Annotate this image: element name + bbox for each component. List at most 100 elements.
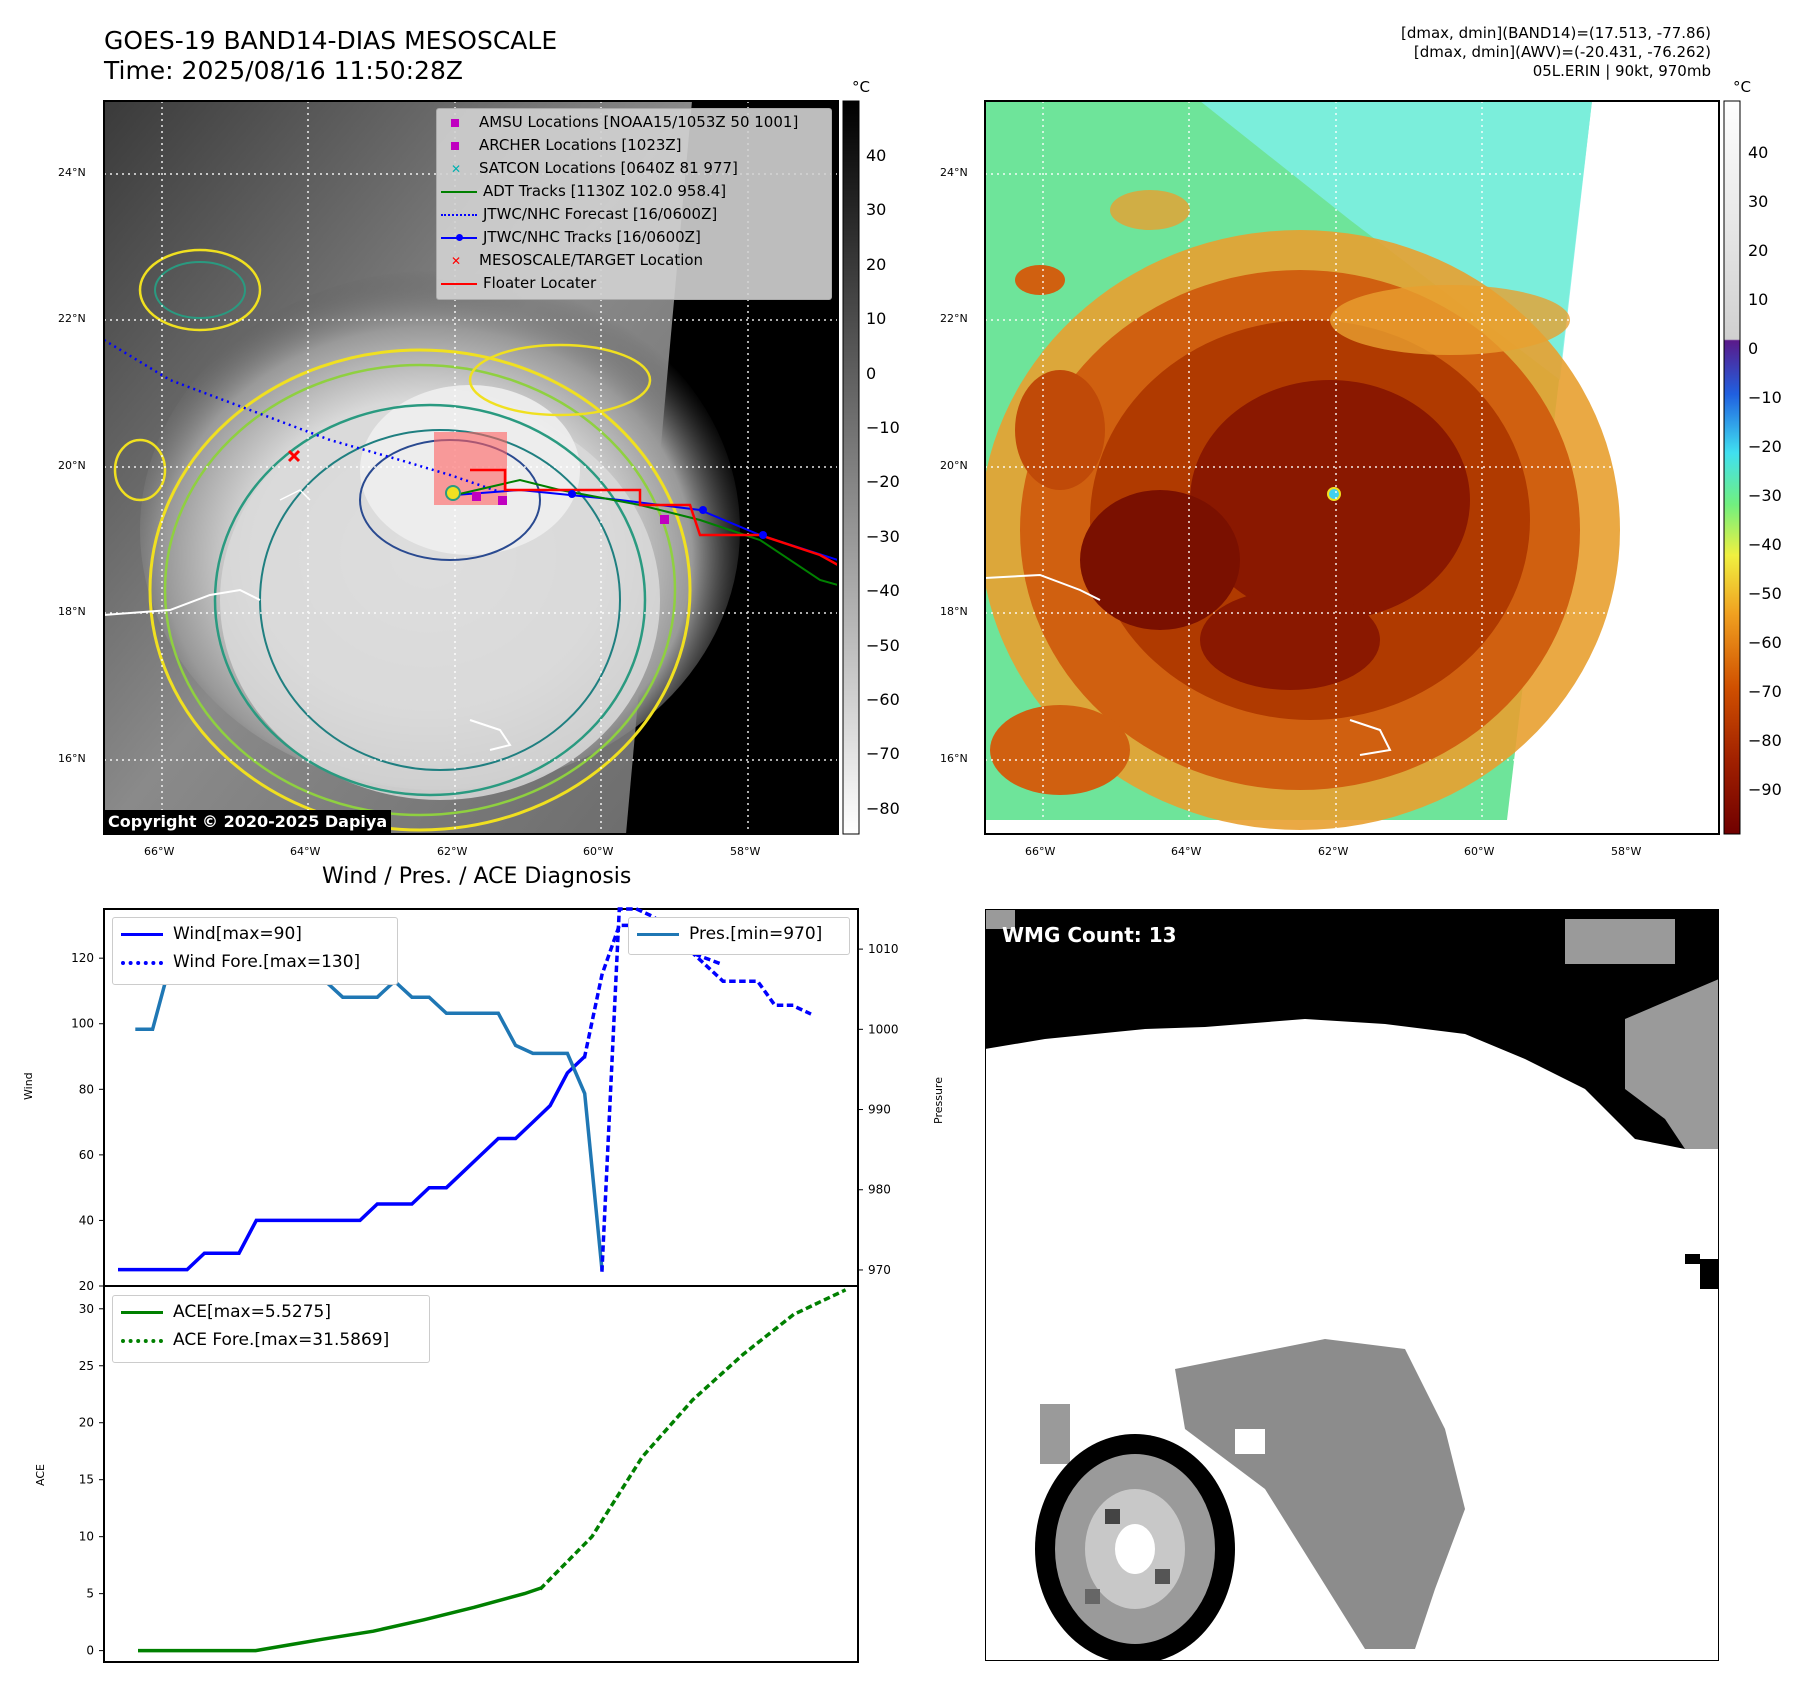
- right-lon-label-62: 62°W: [1318, 845, 1349, 858]
- line-dot-icon: [441, 233, 477, 241]
- legend-amsu-label: AMSU Locations [NOAA15/1053Z 50 1001]: [479, 113, 799, 131]
- legend-mesoscale: ✕ MESOSCALE/TARGET Location: [451, 251, 703, 269]
- ace-tick-label: 5: [86, 1587, 94, 1601]
- wind-tick-label: 40: [79, 1213, 94, 1227]
- right-lat-label-18: 18°N: [940, 605, 968, 618]
- right-colorbar-tick: −30: [1748, 486, 1782, 505]
- diagnosis-title: Wind / Pres. / ACE Diagnosis: [322, 864, 632, 889]
- legend-wind-fore-label: Wind Fore.[max=130]: [173, 952, 361, 972]
- left-colorbar: [842, 100, 860, 835]
- header-right-line-2: [dmax, dmin](AWV)=(-20.431, -76.262): [1413, 43, 1711, 61]
- right-colorbar: [1723, 100, 1741, 835]
- right-colorbar-tick: −70: [1748, 682, 1782, 701]
- right-lat-label-22: 22°N: [940, 312, 968, 325]
- right-lon-label-60: 60°W: [1464, 845, 1495, 858]
- pressure-tick-label: 990: [868, 1103, 891, 1117]
- legend-ace-fore: ACE Fore.[max=31.5869]: [121, 1330, 389, 1350]
- left-lon-label-64: 64°W: [290, 845, 321, 858]
- ace-tick-label: 20: [79, 1416, 94, 1430]
- right-colorbar-tick: −80: [1748, 731, 1782, 750]
- right-lon-label-58: 58°W: [1611, 845, 1642, 858]
- forecast-track-line: [104, 338, 501, 494]
- legend-satcon-label: SATCON Locations [0640Z 81 977]: [479, 159, 738, 177]
- ace-tick-label: 15: [79, 1473, 94, 1487]
- right-colorbar-tick: −50: [1748, 584, 1782, 603]
- left-colorbar-tick: −80: [866, 798, 900, 818]
- wind-legend: Wind[max=90] Wind Fore.[max=130]: [112, 917, 398, 985]
- pressure-axis-label: Pressure: [932, 1077, 945, 1124]
- series-line-0: [118, 1055, 586, 1272]
- left-lat-label-22: 22°N: [58, 312, 86, 325]
- right-lon-label-64: 64°W: [1171, 845, 1202, 858]
- left-lon-label-60: 60°W: [583, 845, 614, 858]
- legend-forecast: JTWC/NHC Forecast [16/0600Z]: [441, 205, 717, 223]
- left-lat-label-18: 18°N: [58, 605, 86, 618]
- left-lon-label-58: 58°W: [730, 845, 761, 858]
- left-colorbar-tick: 0: [866, 363, 877, 383]
- left-lon-label-62: 62°W: [437, 845, 468, 858]
- legend-nhc-tracks-label: JTWC/NHC Tracks [16/0600Z]: [483, 228, 701, 246]
- pressure-legend: Pres.[min=970]: [628, 917, 850, 955]
- legend-amsu: AMSU Locations [NOAA15/1053Z 50 1001]: [451, 113, 798, 131]
- legend-forecast-label: JTWC/NHC Forecast [16/0600Z]: [483, 205, 718, 223]
- dotted-line-icon: [121, 960, 163, 965]
- right-satellite-image: [985, 101, 1719, 834]
- figure-subtitle-right: [dmax, dmin](BAND14)=(17.513, -77.86) [dm…: [1401, 24, 1711, 81]
- diagnosis-chart: 20 40 60 80 100 120 970 980 990 1000 1010 0 5 10 15 20 2…: [71, 907, 899, 1663]
- right-colorbar-unit: °C: [1733, 78, 1751, 96]
- pressure-tick-label: 1010: [868, 942, 899, 956]
- right-colorbar-tick: 40: [1748, 143, 1769, 162]
- left-colorbar-tick: 20: [866, 254, 887, 274]
- left-colorbar-tick: −60: [866, 690, 900, 709]
- left-colorbar-tick: 30: [866, 200, 887, 220]
- ace-series-line-0: [138, 1586, 542, 1653]
- legend-floater-label: Floater Locater: [483, 274, 597, 292]
- left-lat-label-24: 24°N: [58, 166, 86, 179]
- x-marker-icon: ✕: [451, 254, 462, 268]
- ace-series-line-1: [538, 1288, 847, 1591]
- series-line-2: [135, 962, 604, 1271]
- pressure-tick-label: 1000: [868, 1022, 899, 1036]
- right-lat-label-24: 24°N: [940, 166, 968, 179]
- square-marker-icon: [451, 119, 459, 127]
- ace-tick-label: 25: [79, 1359, 94, 1373]
- wind-axis-label: Wind: [22, 1072, 35, 1100]
- floater-locator-line: [470, 468, 838, 567]
- left-lat-label-16: 16°N: [58, 752, 86, 765]
- left-colorbar-tick: −50: [866, 635, 900, 655]
- left-colorbar-tick: −20: [866, 472, 900, 492]
- right-colorbar-tick: −60: [1748, 633, 1782, 652]
- wmg-count-label: WMG Count: 13: [1002, 923, 1177, 947]
- left-colorbar-tick: −70: [866, 744, 900, 764]
- adt-track-line: [454, 478, 838, 586]
- legend-adt-label: ADT Tracks [1130Z 102.0 958.4]: [483, 182, 727, 200]
- wind-tick-label: 120: [71, 951, 94, 965]
- legend-adt: ADT Tracks [1130Z 102.0 958.4]: [441, 182, 726, 200]
- legend-pres-label: Pres.[min=970]: [689, 924, 823, 944]
- line-marker-icon: [441, 190, 477, 193]
- legend-wind-fore: Wind Fore.[max=130]: [121, 952, 360, 972]
- left-colorbar-tick: −40: [866, 581, 900, 601]
- right-lat-label-20: 20°N: [940, 459, 968, 472]
- left-lat-label-20: 20°N: [58, 459, 86, 472]
- left-map-panel: [103, 100, 1741, 835]
- right-colorbar-tick: −10: [1748, 388, 1782, 407]
- ace-axis-label: ACE: [34, 1464, 47, 1486]
- left-colorbar-tick: 40: [866, 146, 887, 165]
- figure-title: GOES-19 BAND14-DIAS MESOSCALE Time: 2025/…: [104, 26, 557, 86]
- legend-ace-fore-label: ACE Fore.[max=31.5869]: [173, 1330, 390, 1350]
- header-right-line-1: [dmax, dmin](BAND14)=(17.513, -77.86): [1400, 24, 1711, 42]
- right-lat-label-16: 16°N: [940, 752, 968, 765]
- legend-wind: Wind[max=90]: [121, 924, 302, 944]
- pressure-tick-label: 980: [868, 1183, 891, 1197]
- wind-tick-label: 80: [79, 1082, 94, 1096]
- legend-ace-label: ACE[max=5.5275]: [173, 1302, 331, 1322]
- legend-ace: ACE[max=5.5275]: [121, 1302, 331, 1322]
- ace-axes-frame: [103, 1285, 859, 1663]
- legend-wind-label: Wind[max=90]: [173, 924, 302, 944]
- wmg-panel: [985, 909, 1719, 1661]
- legend-pres: Pres.[min=970]: [637, 924, 822, 944]
- title-line-2: Time: 2025/08/16 11:50:28Z: [104, 56, 463, 85]
- dotted-line-icon: [441, 213, 477, 216]
- legend-nhc-tracks: JTWC/NHC Tracks [16/0600Z]: [441, 228, 701, 246]
